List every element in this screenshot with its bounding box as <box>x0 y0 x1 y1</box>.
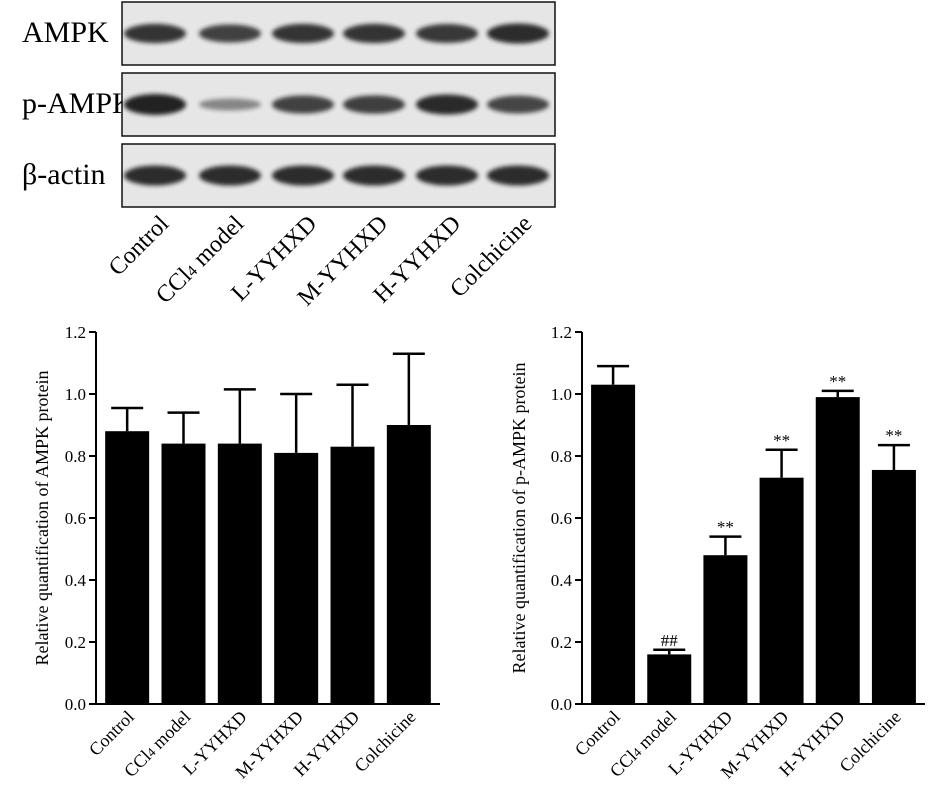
blot-band <box>416 24 478 43</box>
y-tick-label: 0.2 <box>65 633 86 652</box>
x-tick-label: Colchicine <box>350 707 419 776</box>
blot-row: AMPK <box>22 1 556 66</box>
x-tick-label: Control <box>85 707 138 760</box>
significance-label: ** <box>773 431 790 450</box>
blot-band <box>487 165 549 186</box>
blot-band <box>199 24 261 43</box>
blot-panel <box>121 72 556 137</box>
blot-row: β-actin <box>22 143 556 208</box>
bar <box>386 425 431 704</box>
y-tick-label: 0.6 <box>551 509 572 528</box>
y-tick-label: 0.2 <box>551 633 572 652</box>
ampk-bar-chart: 0.0 0.2 0.4 0.6 0.8 1.0 1.2 Relative quantifica… <box>32 323 440 782</box>
x-tick-label: Colchicine <box>835 707 904 776</box>
blot-band <box>487 95 549 114</box>
y-axis-label: Relative quantification of AMPK protein <box>32 371 52 666</box>
blot-band <box>272 165 334 186</box>
bar <box>703 555 748 704</box>
x-tick-label: Control <box>571 707 624 760</box>
blot-band <box>343 165 405 186</box>
blot-row-label: β-actin <box>22 158 106 191</box>
y-tick-label: 0.0 <box>65 695 86 714</box>
y-tick-label: 0.8 <box>551 447 572 466</box>
blot-band <box>124 94 186 115</box>
significance-label: ** <box>717 518 734 537</box>
blot-band <box>343 23 405 44</box>
blot-band <box>272 23 334 44</box>
bar <box>330 446 375 704</box>
blot-lane-label: Control <box>104 211 174 281</box>
bar <box>759 477 804 704</box>
y-tick-label: 1.0 <box>65 385 86 404</box>
blot-panel <box>121 143 556 208</box>
significance-label: ** <box>829 372 846 391</box>
bar <box>871 469 916 704</box>
blot-band <box>487 23 549 44</box>
y-tick-label: 1.2 <box>551 323 572 342</box>
y-tick-label: 1.0 <box>551 385 572 404</box>
bar <box>591 384 636 704</box>
bar <box>105 431 150 704</box>
blot-band <box>343 95 405 114</box>
significance-label: ## <box>661 631 679 650</box>
y-tick-label: 1.2 <box>65 323 86 342</box>
blot-band <box>199 165 261 186</box>
bar <box>815 397 860 704</box>
significance-label: ** <box>885 426 902 445</box>
blot-band <box>199 98 261 111</box>
y-tick-label: 0.8 <box>65 447 86 466</box>
bar <box>274 452 319 704</box>
blot-band <box>272 95 334 114</box>
y-tick-label: 0.6 <box>65 509 86 528</box>
bar <box>161 443 206 704</box>
bar <box>217 443 262 704</box>
blot-band <box>124 165 186 186</box>
bar <box>647 654 692 704</box>
p-ampk-bar-chart: 0.0 0.2 0.4 0.6 0.8 1.0 1.2 Relative quantifica… <box>509 323 925 782</box>
blot-row-label: p-AMPK <box>22 87 134 120</box>
blot-row: p-AMPK <box>22 72 556 137</box>
y-axis-label: Relative quantification of p-AMPK protei… <box>509 363 529 674</box>
blot-band <box>124 23 186 44</box>
y-tick-label: 0.4 <box>65 571 87 590</box>
blot-row-label: AMPK <box>22 16 109 49</box>
blot-band <box>416 165 478 186</box>
blot-panel <box>121 1 556 66</box>
blot-band <box>416 94 478 115</box>
y-tick-label: 0.4 <box>551 571 573 590</box>
y-tick-label: 0.0 <box>551 695 572 714</box>
